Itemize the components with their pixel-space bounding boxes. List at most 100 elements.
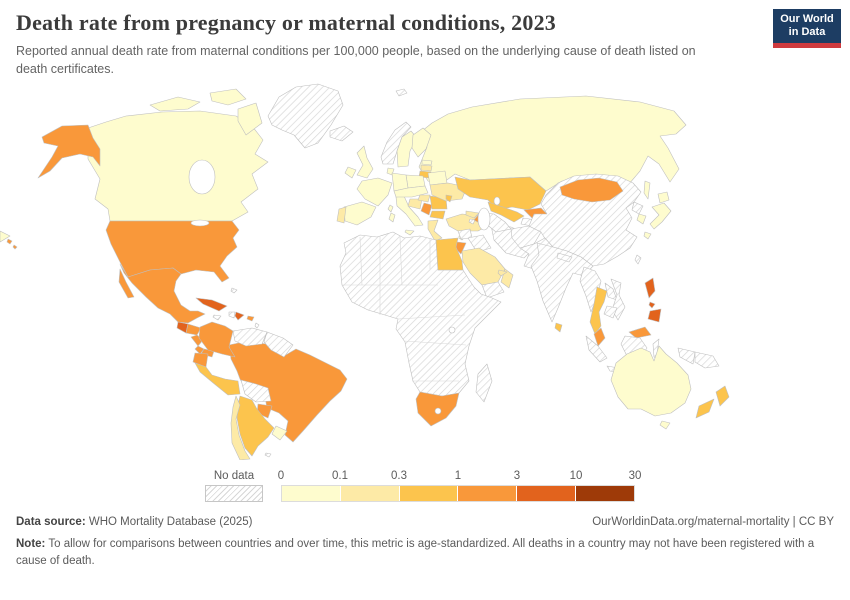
country-north-korea[interactable] <box>631 201 644 215</box>
country-venezuela[interactable] <box>232 327 268 347</box>
country-finland[interactable] <box>411 127 432 158</box>
country-russia-chukotka[interactable] <box>0 230 11 243</box>
country-japan-kyushu[interactable] <box>643 231 652 240</box>
country-bahamas[interactable] <box>230 287 238 294</box>
country-cuba[interactable] <box>195 297 228 312</box>
country-taiwan[interactable] <box>634 254 642 265</box>
country-nz-north[interactable] <box>715 385 730 407</box>
country-uzbekistan[interactable] <box>487 201 525 223</box>
country-norway[interactable] <box>380 121 412 165</box>
country-mongolia[interactable] <box>559 177 624 203</box>
country-belarus[interactable] <box>427 170 448 186</box>
country-svalbard[interactable] <box>395 88 408 97</box>
country-indonesia-papua[interactable] <box>677 347 696 365</box>
country-bolivia[interactable] <box>240 379 272 403</box>
country-kazakhstan[interactable] <box>454 176 547 211</box>
country-dominican-republic[interactable] <box>234 311 245 321</box>
country-italy-corsica[interactable] <box>387 204 394 213</box>
country-hungary[interactable] <box>417 194 431 203</box>
legend-bin-0.3-1[interactable] <box>399 486 459 502</box>
country-uk[interactable] <box>356 145 374 179</box>
country-nepal[interactable] <box>556 252 573 263</box>
country-egypt[interactable] <box>435 237 464 271</box>
country-croatia-bosnia[interactable] <box>407 198 423 210</box>
country-malaysia-borneo[interactable] <box>628 326 652 339</box>
country-bulgaria[interactable] <box>429 210 446 220</box>
citation-link[interactable]: OurWorldinData.org/maternal-mortality | … <box>592 516 834 529</box>
country-philippines-mindanao[interactable] <box>647 308 662 323</box>
country-puerto-rico[interactable] <box>246 315 255 322</box>
country-greenland[interactable] <box>267 83 344 149</box>
country-canada-arctic-1[interactable] <box>149 96 201 112</box>
country-haiti[interactable] <box>228 311 236 319</box>
country-jamaica[interactable] <box>212 314 222 321</box>
country-italy-sardinia[interactable] <box>388 212 396 223</box>
country-spain[interactable] <box>343 201 377 226</box>
country-usa-hawaii-1[interactable] <box>6 238 13 245</box>
country-italy-sicily[interactable] <box>404 229 415 236</box>
country-philippines-visayas[interactable] <box>648 301 656 309</box>
logo-line-1: Our World <box>780 13 834 26</box>
legend-bin-0.1-0.3[interactable] <box>340 486 400 502</box>
country-honduras[interactable] <box>185 323 202 336</box>
country-philippines-luzon[interactable] <box>644 277 656 299</box>
legend-bin-1-3[interactable] <box>458 486 518 502</box>
legend-bin-10-30[interactable] <box>576 486 634 502</box>
country-japan-hokkaido[interactable] <box>657 191 670 204</box>
country-italy[interactable] <box>395 195 424 227</box>
country-portugal[interactable] <box>336 206 347 224</box>
country-serbia[interactable] <box>420 202 433 216</box>
country-japan-honshu[interactable] <box>649 202 672 230</box>
country-russia-sakhalin[interactable] <box>643 180 651 200</box>
legend-bin-0-0.1[interactable] <box>282 486 341 502</box>
country-usa-hawaii-2[interactable] <box>12 244 18 250</box>
country-france[interactable] <box>356 177 393 207</box>
country-argentina[interactable] <box>236 395 275 457</box>
chart-subtitle: Reported annual death rate from maternal… <box>16 44 696 77</box>
country-canada-baffin[interactable] <box>237 102 263 136</box>
country-uae[interactable] <box>497 269 508 277</box>
country-thailand[interactable] <box>589 286 608 335</box>
country-australia-tasmania[interactable] <box>659 420 671 430</box>
country-chile[interactable] <box>230 395 251 461</box>
country-madagascar[interactable] <box>475 363 493 403</box>
country-usa[interactable] <box>105 220 240 283</box>
country-nz-south[interactable] <box>695 398 715 419</box>
country-estonia[interactable] <box>421 159 433 166</box>
country-greece[interactable] <box>427 219 443 242</box>
note-label: Note: <box>16 537 46 550</box>
country-ireland[interactable] <box>344 166 357 179</box>
country-moldova[interactable] <box>445 194 453 203</box>
country-mexico-baja[interactable] <box>118 268 135 299</box>
country-falkland[interactable] <box>264 452 272 458</box>
country-guyanas[interactable] <box>263 331 294 358</box>
country-lesser-antilles-1[interactable] <box>254 322 260 329</box>
country-colombia[interactable] <box>198 321 236 358</box>
country-uruguay[interactable] <box>271 425 288 441</box>
no-data-legend: No data <box>205 470 263 503</box>
country-mexico[interactable] <box>119 263 206 324</box>
country-iraq[interactable] <box>467 234 492 253</box>
country-canada-arctic-2[interactable] <box>209 88 247 106</box>
country-yemen[interactable] <box>481 281 505 299</box>
no-data-swatch[interactable] <box>205 485 263 503</box>
country-latvia[interactable] <box>420 164 433 172</box>
country-peru[interactable] <box>194 362 241 396</box>
country-central-europe[interactable] <box>393 185 429 198</box>
legend-bin-3-10[interactable] <box>517 486 577 502</box>
country-georgia[interactable] <box>465 210 480 219</box>
country-armenia[interactable] <box>468 218 476 225</box>
aral-sea <box>493 196 501 206</box>
country-australia[interactable] <box>610 345 692 417</box>
country-png[interactable] <box>694 351 720 369</box>
map-legend: No data 0 0.1 0.3 1 3 10 30 <box>205 462 850 503</box>
country-south-korea[interactable] <box>636 213 647 225</box>
country-malaysia[interactable] <box>593 327 606 347</box>
country-cambodia[interactable] <box>603 305 618 319</box>
country-iceland[interactable] <box>329 125 354 142</box>
country-sri-lanka[interactable] <box>554 322 563 333</box>
country-canada[interactable] <box>87 110 269 222</box>
country-indonesia-sumatra[interactable] <box>585 335 608 363</box>
country-india[interactable] <box>530 242 594 323</box>
country-usa-alaska[interactable] <box>37 124 101 179</box>
